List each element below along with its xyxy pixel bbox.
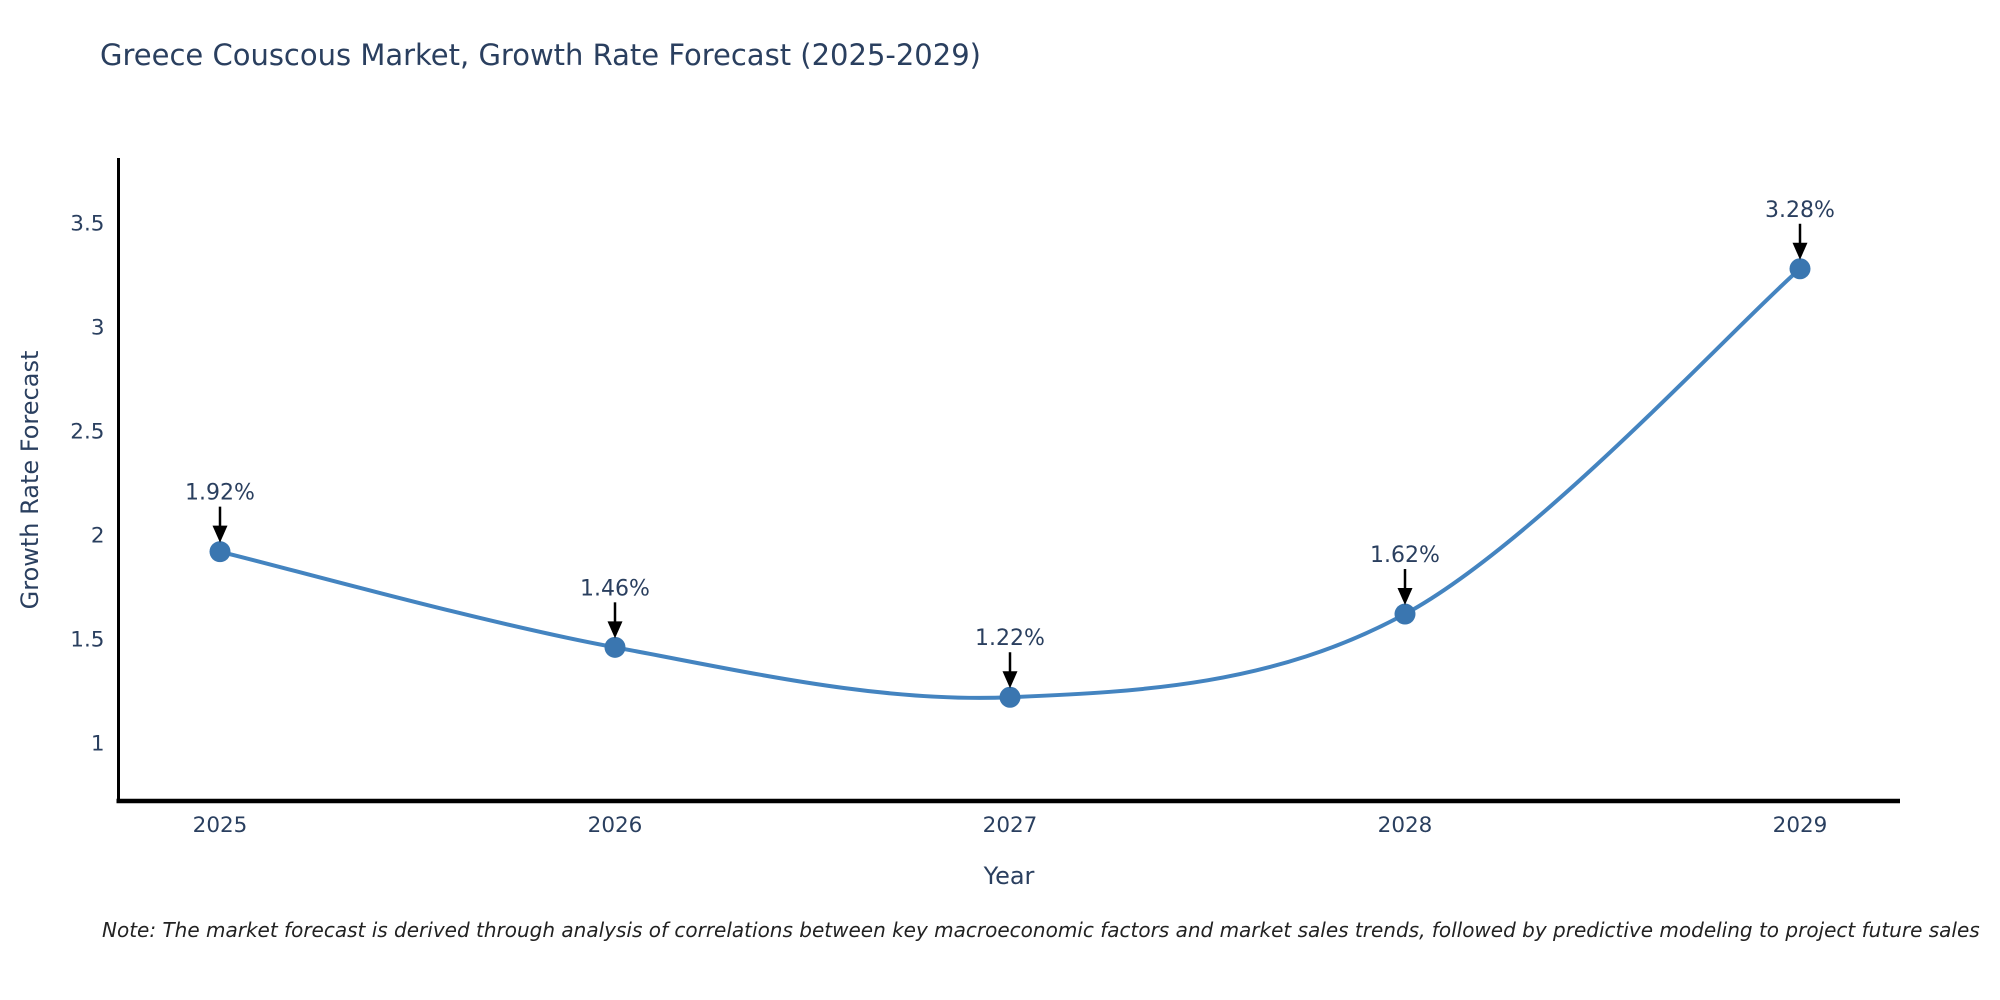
footnote: Note: The market forecast is derived thr… — [102, 918, 1980, 942]
y-tick-label: 3 — [91, 316, 105, 341]
y-tick-label: 2.5 — [70, 420, 104, 445]
annotation-arrow-head — [1792, 242, 1808, 260]
data-point-marker — [1394, 603, 1416, 625]
data-point-marker — [604, 636, 626, 658]
data-point-label: 1.46% — [580, 576, 650, 601]
x-tick-label: 2025 — [193, 813, 248, 838]
chart-title: Greece Couscous Market, Growth Rate Fore… — [100, 38, 981, 72]
data-point-label: 3.28% — [1765, 198, 1835, 223]
x-tick-label: 2026 — [588, 813, 643, 838]
annotation-arrow-head — [607, 621, 623, 639]
x-tick-label: 2027 — [983, 813, 1038, 838]
annotation-arrow-head — [212, 525, 228, 543]
x-tick-label: 2029 — [1773, 813, 1828, 838]
data-point-label: 1.92% — [185, 481, 255, 506]
data-point-label: 1.62% — [1370, 543, 1440, 568]
data-point-label: 1.22% — [975, 626, 1045, 651]
y-tick-label: 1.5 — [70, 628, 104, 653]
data-point-marker — [1789, 258, 1811, 280]
annotation-arrow-head — [1397, 588, 1413, 606]
y-tick-label: 1 — [91, 732, 105, 757]
x-axis-title: Year — [983, 862, 1035, 890]
y-axis-title: Growth Rate Forecast — [16, 350, 44, 610]
data-point-marker — [999, 686, 1021, 708]
y-tick-label: 2 — [91, 524, 105, 549]
data-point-marker — [209, 541, 231, 563]
x-tick-label: 2028 — [1378, 813, 1433, 838]
y-tick-label: 3.5 — [70, 212, 104, 237]
annotation-arrow-head — [1002, 671, 1018, 689]
